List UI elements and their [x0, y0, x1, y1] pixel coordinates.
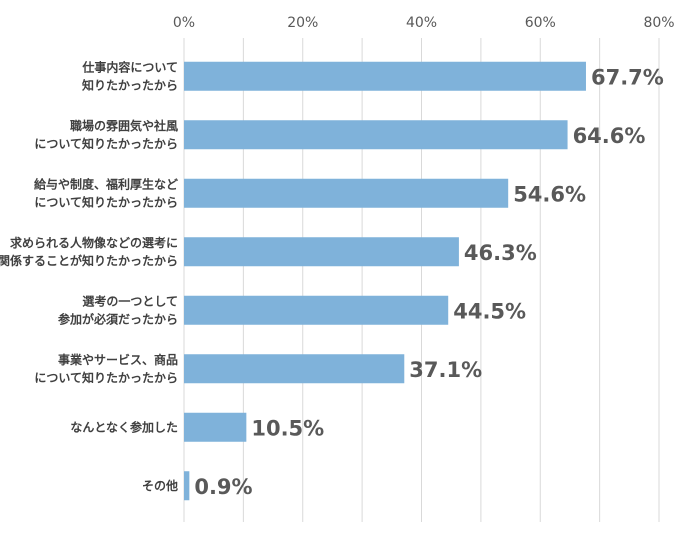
data-label: 37.1% [409, 358, 482, 382]
category-label: について知りたかったから [34, 194, 178, 209]
bar [184, 120, 568, 150]
data-label: 64.6% [573, 124, 646, 148]
category-label: 求められる人物像などの選考に [10, 235, 178, 250]
category-label: 仕事内容について [81, 59, 178, 74]
category-label: その他 [142, 478, 178, 493]
x-tick-label: 0% [173, 15, 195, 31]
data-label: 67.7% [591, 65, 664, 89]
category-label: 参加が必須だったから [58, 311, 178, 326]
bar [184, 61, 586, 91]
bar [184, 471, 190, 501]
bar [184, 295, 449, 325]
category-label: 事業やサービス、商品 [58, 352, 178, 367]
category-label: 関係することが知りたかったから [0, 253, 178, 268]
bar [184, 178, 509, 208]
x-tick-label: 60% [525, 15, 556, 31]
category-label: 給与や制度、福利厚生など [34, 176, 178, 191]
data-label: 44.5% [453, 299, 526, 323]
category-label: 知りたかったから [81, 77, 178, 92]
data-label: 46.3% [464, 241, 537, 265]
bar [184, 237, 459, 267]
data-label: 10.5% [251, 416, 324, 440]
category-label: 選考の一つとして [82, 293, 178, 308]
x-tick-label: 80% [643, 15, 674, 31]
bar [184, 354, 405, 384]
x-tick-label: 20% [287, 15, 318, 31]
bar [184, 412, 247, 442]
category-label: なんとなく参加した [70, 419, 178, 434]
category-label: について知りたかったから [34, 136, 178, 151]
category-label: 職場の雰囲気や社風 [70, 118, 178, 133]
data-label: 0.9% [194, 475, 252, 499]
category-label: について知りたかったから [34, 370, 178, 385]
data-label: 54.6% [513, 182, 586, 206]
x-tick-label: 40% [406, 15, 437, 31]
